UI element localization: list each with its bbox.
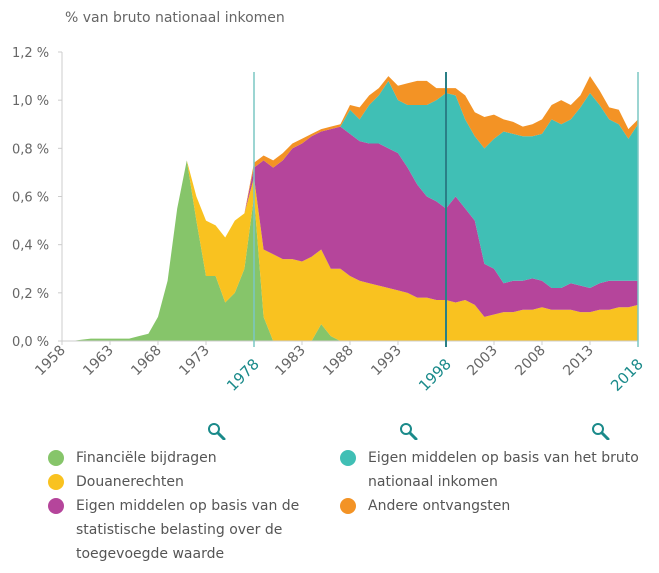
y-tick-label: 0,8 % xyxy=(12,142,49,157)
y-tick-label: 0,2 % xyxy=(12,287,49,302)
y-tick-label: 0,4 % xyxy=(12,239,49,254)
area xyxy=(62,76,638,341)
legend-label: Eigen middelen op basis van de statistis… xyxy=(76,498,300,562)
x-tick-label: 1973 xyxy=(176,343,213,380)
zoom-icon xyxy=(400,423,412,435)
highlight-label: 1998 xyxy=(415,355,455,395)
area xyxy=(62,160,638,341)
zoom-icon xyxy=(208,423,220,435)
highlight-label: 1978 xyxy=(223,355,263,395)
zoom-icon xyxy=(600,431,610,440)
y-tick-label: 1,0 % xyxy=(12,94,49,109)
legend-item: Eigen middelen op basis van de statistis… xyxy=(48,494,366,566)
legend-item: Andere ontvangsten xyxy=(340,494,659,518)
legend-swatch xyxy=(340,450,356,466)
x-tick-label: 1963 xyxy=(80,343,117,380)
y-tick-label: 1,2 % xyxy=(12,46,49,61)
legend-label: Financiële bijdragen xyxy=(76,450,217,466)
x-tick-label: 1988 xyxy=(320,343,357,380)
zoom-icon xyxy=(592,423,604,435)
y-tick-label: 0,6 % xyxy=(12,191,49,206)
legend-swatch xyxy=(48,474,64,490)
x-tick-label: 2008 xyxy=(512,343,549,380)
legend-swatch xyxy=(48,450,64,466)
area xyxy=(62,160,638,341)
legend-label: Eigen middelen op basis van het bruto na… xyxy=(368,450,639,490)
highlight-label: 2018 xyxy=(607,355,647,395)
legend-item: Douanerechten xyxy=(48,470,316,494)
zoom-icon xyxy=(408,431,418,440)
x-tick-label: 1983 xyxy=(272,343,309,380)
x-tick-label: 2013 xyxy=(560,343,597,380)
x-tick-label: 2003 xyxy=(464,343,501,380)
legend-label: Douanerechten xyxy=(76,474,184,490)
x-tick-label: 1993 xyxy=(368,343,405,380)
area xyxy=(62,126,638,342)
zoom-button[interactable] xyxy=(400,423,418,440)
legend-swatch xyxy=(340,498,356,514)
zoom-button[interactable] xyxy=(592,423,610,440)
y-tick-label: 0,0 % xyxy=(12,335,49,350)
legend-swatch xyxy=(48,498,64,514)
zoom-icon xyxy=(216,431,226,440)
legend-item: Eigen middelen op basis van het bruto na… xyxy=(340,446,659,494)
area xyxy=(62,80,638,342)
legend-item: Financiële bijdragen xyxy=(48,446,316,470)
chart: % van bruto nationaal inkomen 0,0 % 0,2 %… xyxy=(12,10,647,440)
x-tick-label: 1968 xyxy=(128,343,165,380)
legend-label: Andere ontvangsten xyxy=(368,498,511,514)
zoom-button[interactable] xyxy=(208,423,226,440)
axis-title: % van bruto nationaal inkomen xyxy=(65,10,285,26)
